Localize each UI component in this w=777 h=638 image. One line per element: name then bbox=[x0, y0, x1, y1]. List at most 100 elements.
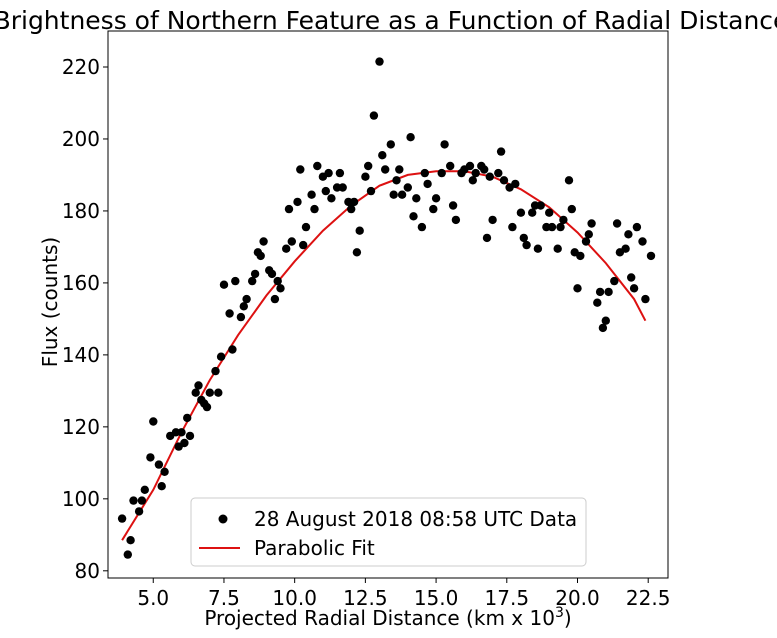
data-point bbox=[446, 161, 455, 171]
data-point bbox=[604, 287, 613, 297]
data-point bbox=[406, 133, 415, 142]
data-point bbox=[194, 381, 203, 390]
data-points bbox=[117, 57, 656, 559]
data-point bbox=[437, 168, 446, 178]
data-point bbox=[629, 284, 639, 293]
data-point bbox=[440, 140, 449, 149]
y-axis-ticks: 80 100 120 140 160 180 200 220 bbox=[62, 55, 108, 583]
data-point bbox=[231, 276, 240, 286]
data-point bbox=[219, 280, 229, 289]
plot-area bbox=[107, 30, 669, 579]
data-point bbox=[375, 57, 384, 66]
x-tick-label: 10.0 bbox=[272, 586, 317, 610]
data-point bbox=[242, 294, 251, 304]
data-point bbox=[214, 388, 223, 397]
data-point bbox=[595, 287, 605, 297]
data-point bbox=[528, 208, 537, 217]
data-point bbox=[516, 208, 526, 217]
y-tick-label: 100 bbox=[62, 487, 100, 511]
data-point bbox=[146, 453, 155, 462]
y-tick-label: 160 bbox=[62, 271, 100, 295]
data-point bbox=[276, 284, 285, 293]
x-tick-label: 15.0 bbox=[414, 586, 459, 610]
data-point bbox=[627, 273, 636, 282]
data-point bbox=[381, 165, 390, 174]
data-point bbox=[282, 244, 291, 253]
data-point bbox=[508, 222, 517, 232]
data-point bbox=[409, 212, 418, 221]
data-point bbox=[412, 194, 421, 203]
data-point bbox=[129, 496, 138, 505]
legend: 28 August 2018 08:58 UTC Data Parabolic … bbox=[190, 497, 587, 567]
data-point bbox=[287, 237, 296, 246]
legend-label-fit: Parabolic Fit bbox=[254, 536, 375, 560]
data-point bbox=[581, 237, 591, 246]
data-point bbox=[417, 222, 427, 232]
data-point bbox=[601, 316, 610, 325]
data-point bbox=[134, 507, 144, 516]
data-point bbox=[494, 168, 503, 178]
data-point bbox=[392, 176, 401, 185]
data-point bbox=[324, 168, 333, 178]
data-point bbox=[236, 312, 246, 322]
data-point bbox=[621, 244, 630, 253]
data-point bbox=[183, 413, 192, 423]
data-point bbox=[553, 244, 562, 253]
data-point bbox=[239, 302, 248, 311]
data-point bbox=[248, 276, 257, 286]
data-point bbox=[632, 222, 642, 232]
data-point bbox=[480, 165, 489, 174]
data-point bbox=[499, 176, 509, 185]
data-point bbox=[612, 219, 622, 228]
data-point bbox=[496, 147, 506, 156]
data-point bbox=[211, 366, 220, 376]
data-point bbox=[448, 201, 458, 210]
data-point bbox=[547, 222, 557, 232]
data-point bbox=[205, 388, 214, 397]
data-point bbox=[137, 496, 147, 505]
data-point bbox=[177, 428, 186, 437]
data-point bbox=[228, 345, 237, 354]
legend-box bbox=[190, 497, 587, 567]
data-point bbox=[216, 352, 226, 361]
data-point bbox=[299, 240, 308, 250]
x-tick-label: 20.0 bbox=[555, 586, 600, 610]
data-point bbox=[185, 431, 195, 441]
data-point bbox=[154, 460, 164, 469]
x-tick-label: 17.5 bbox=[485, 586, 530, 610]
data-point bbox=[564, 176, 574, 185]
data-point bbox=[465, 161, 475, 171]
data-point bbox=[451, 215, 461, 225]
y-tick-label: 180 bbox=[62, 199, 100, 223]
y-tick-label: 140 bbox=[62, 343, 100, 367]
data-point bbox=[355, 226, 364, 235]
data-point bbox=[488, 215, 497, 225]
x-tick-label: 7.5 bbox=[208, 586, 240, 610]
data-point bbox=[160, 467, 169, 476]
plot-frame bbox=[107, 30, 669, 579]
data-point bbox=[389, 190, 398, 199]
legend-marker-data bbox=[218, 514, 228, 524]
data-point bbox=[403, 183, 412, 192]
data-point bbox=[646, 251, 656, 261]
data-point bbox=[587, 219, 596, 228]
data-point bbox=[482, 233, 492, 243]
data-point bbox=[313, 161, 322, 171]
data-point bbox=[397, 190, 407, 199]
x-axis-label-main: Projected Radial Distance (km x 10 bbox=[204, 606, 555, 630]
data-point bbox=[149, 417, 158, 426]
y-tick-label: 80 bbox=[75, 559, 100, 583]
data-point bbox=[338, 183, 347, 192]
data-point bbox=[364, 161, 373, 171]
data-point bbox=[202, 402, 212, 412]
data-point bbox=[533, 244, 543, 253]
data-point bbox=[335, 168, 345, 178]
data-point bbox=[366, 186, 376, 196]
data-point bbox=[157, 482, 166, 491]
data-point bbox=[126, 536, 135, 545]
data-point bbox=[485, 172, 494, 181]
data-point bbox=[307, 190, 316, 199]
data-point bbox=[468, 176, 477, 185]
data-point bbox=[584, 230, 593, 239]
x-tick-label: 5.0 bbox=[137, 586, 169, 610]
